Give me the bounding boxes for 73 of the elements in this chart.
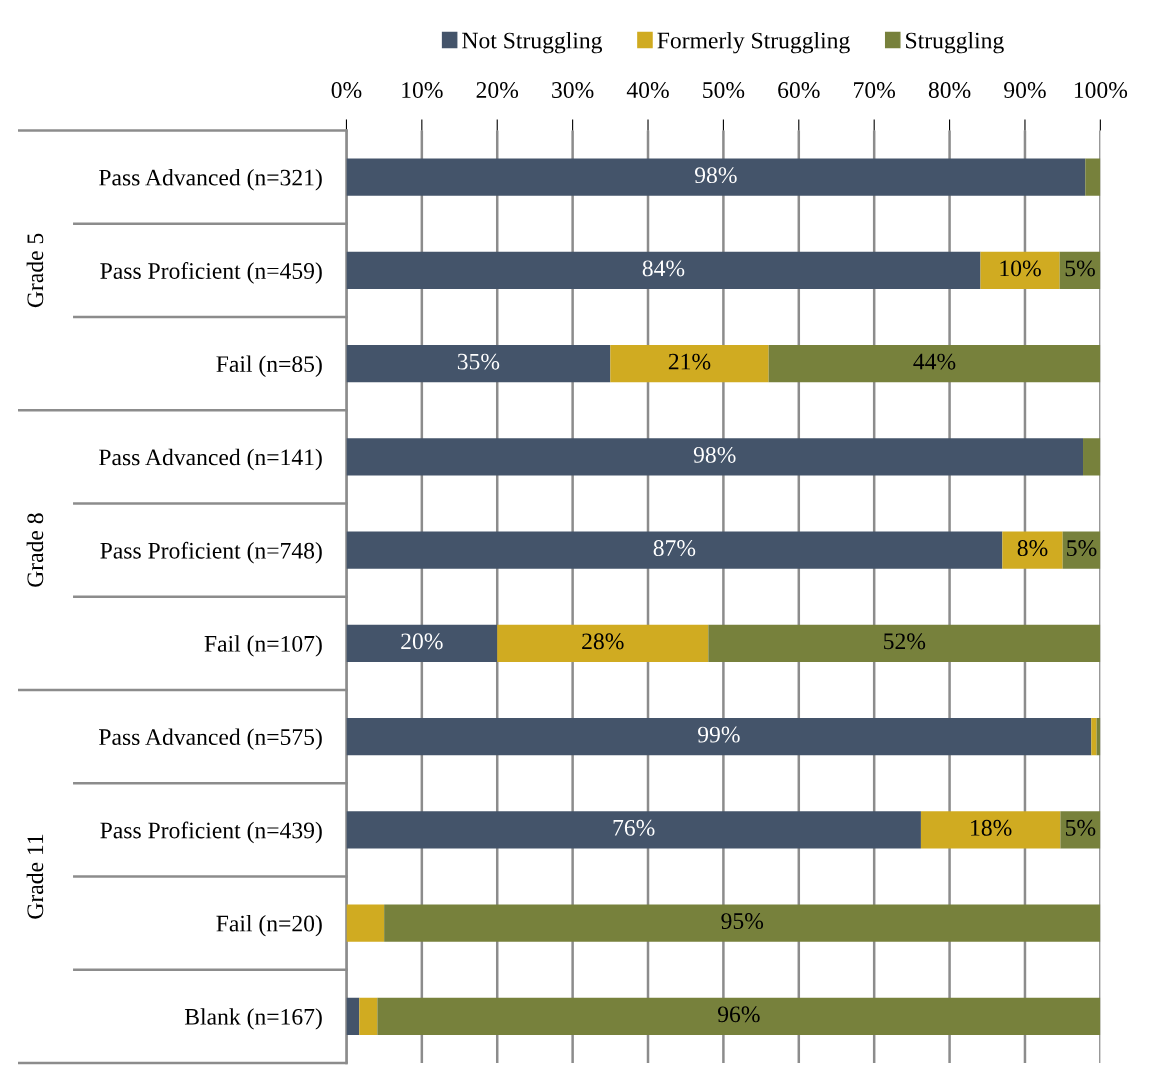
bar <box>377 997 1101 1035</box>
bar <box>1062 531 1101 569</box>
data-label: 5% <box>1066 819 1096 836</box>
data-label: 20% <box>401 633 443 650</box>
x-tick-label: 10% <box>402 82 443 99</box>
data-label: 99% <box>698 726 740 743</box>
bar <box>346 531 1003 569</box>
data-label: 76% <box>613 819 655 836</box>
y-tick-label: Fail (n=107) <box>204 635 322 657</box>
data-label: 95% <box>721 913 764 930</box>
data-label: 96% <box>717 1006 760 1023</box>
bar <box>346 624 498 663</box>
x-tick-label: 0% <box>331 82 362 99</box>
data-label: 21% <box>668 353 711 370</box>
x-tick-label: 60% <box>778 82 820 99</box>
y-tick-label: Pass Advanced (n=141) <box>99 448 322 471</box>
x-tick-label: 50% <box>703 82 745 99</box>
bar <box>980 251 1060 290</box>
y-tick-label: Pass Proficient (n=439) <box>100 821 322 844</box>
x-tick-label: 90% <box>1004 82 1046 99</box>
data-label: 18% <box>971 819 1012 836</box>
bar <box>359 997 378 1035</box>
bar <box>346 438 1084 476</box>
data-label: 52% <box>884 633 926 650</box>
bar <box>1060 811 1101 849</box>
x-tick-label: 70% <box>854 82 896 99</box>
bar <box>708 624 1101 663</box>
bar <box>346 997 360 1035</box>
y-tick-label: Pass Proficient (n=748) <box>100 541 322 564</box>
text: Grade 11 <box>26 834 44 919</box>
bar <box>346 251 981 290</box>
y-tick-label: Fail (n=85) <box>216 355 322 377</box>
bar <box>920 811 1061 849</box>
data-label: 87% <box>653 540 696 557</box>
bar <box>1059 251 1101 290</box>
data-label: 5% <box>1065 260 1095 277</box>
legend-label: Not Struggling <box>462 31 603 54</box>
text: Grade 8 <box>26 513 44 587</box>
y-tick-label: Pass Advanced (n=575) <box>99 728 322 750</box>
legend-label: Formerly Struggling <box>657 31 850 54</box>
text: Grade 5 <box>26 233 44 308</box>
bar <box>346 717 1092 756</box>
bar <box>346 904 385 942</box>
bar <box>384 904 1101 942</box>
x-tick-label: 40% <box>626 82 669 99</box>
bar <box>1091 717 1097 756</box>
x-tick-label: 80% <box>928 82 971 99</box>
x-tick-label: 20% <box>476 82 519 99</box>
bar <box>497 624 709 663</box>
y-tick-label: Pass Proficient (n=459) <box>100 262 322 284</box>
bar <box>346 158 1086 196</box>
y-tick-label: Pass Advanced (n=321) <box>99 168 322 191</box>
data-label: 28% <box>582 633 624 650</box>
bar <box>1085 158 1101 196</box>
bar <box>768 345 1101 383</box>
bar <box>346 345 611 383</box>
data-label: 35% <box>457 353 500 370</box>
legend-label: Struggling <box>906 31 1004 54</box>
bar <box>346 811 921 849</box>
data-label: 98% <box>693 446 736 463</box>
bar <box>610 345 769 383</box>
x-tick-label: 30% <box>552 82 594 99</box>
data-label: 5% <box>1067 540 1097 557</box>
bar <box>1002 531 1063 569</box>
y-tick-label: Blank (n=167) <box>184 1008 322 1030</box>
data-label: 98% <box>694 167 737 184</box>
bar <box>1083 438 1101 476</box>
data-label: 10% <box>1000 260 1041 277</box>
data-label: 44% <box>913 353 956 370</box>
x-tick-label: 100% <box>1074 82 1128 99</box>
data-label: 84% <box>642 260 685 277</box>
y-tick-label: Fail (n=20) <box>216 914 322 937</box>
data-label: 8% <box>1017 540 1048 557</box>
